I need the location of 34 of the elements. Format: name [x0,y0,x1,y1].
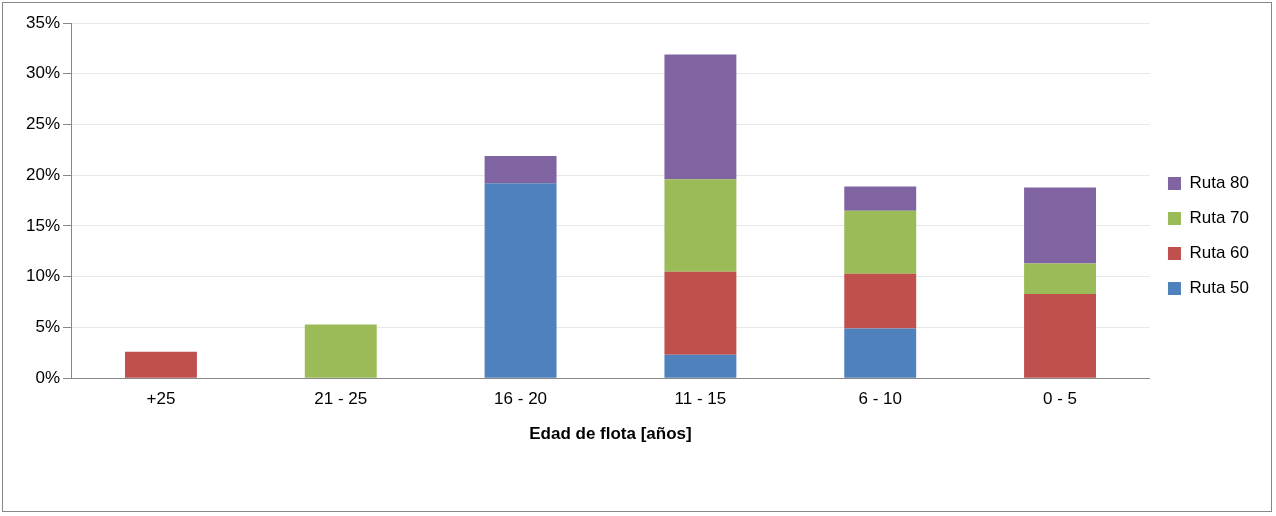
x-axis-title: Edad de flota [años] [529,424,692,444]
x-tick-label: 16 - 20 [494,389,548,409]
y-tick-label: 30% [25,63,61,83]
bar [664,271,737,355]
bar [844,273,917,329]
x-tick-label: 21 - 25 [314,389,368,409]
y-tick-label: 20% [25,164,61,184]
y-tick-label: 35% [25,12,61,32]
legend-label: Ruta 80 [1189,173,1250,193]
bar [664,354,737,378]
bar [304,324,377,378]
bar [484,155,557,184]
bar [844,328,917,378]
bar [664,179,737,272]
bar [1024,187,1097,264]
x-tick-label: 0 - 5 [1043,389,1078,409]
bar [664,54,737,180]
y-tick-label: 5% [35,317,61,337]
x-tick-label: +25 [146,389,176,409]
legend-label: Ruta 50 [1189,278,1250,298]
y-tick-label: 0% [35,367,61,387]
legend-label: Ruta 70 [1189,208,1250,228]
bar [124,351,197,378]
x-tick-label: 11 - 15 [674,389,727,409]
bar [844,186,917,211]
bar [1024,293,1097,378]
y-tick-label: 25% [25,114,61,134]
x-tick-label: 6 - 10 [858,389,902,409]
y-tick-label: 10% [25,266,61,286]
bar [484,183,557,378]
bar [1024,263,1097,294]
bar [844,210,917,274]
y-tick-label: 15% [25,215,61,235]
legend-label: Ruta 60 [1189,243,1250,263]
